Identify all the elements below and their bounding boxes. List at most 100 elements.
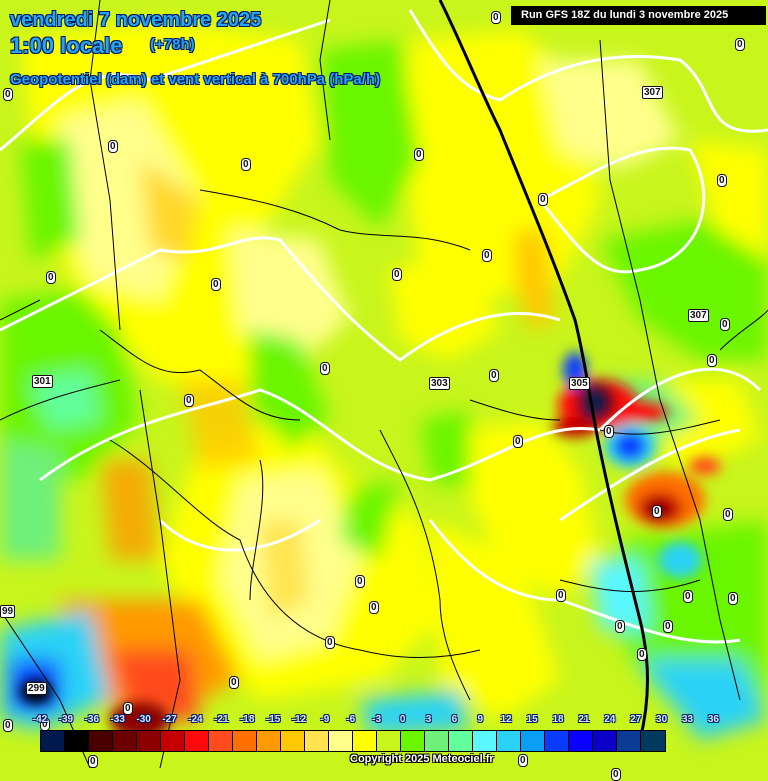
zero-contour-label: 0 <box>556 589 566 602</box>
zero-contour-label: 0 <box>518 754 528 767</box>
geopotential-label: 307 <box>642 86 663 99</box>
copyright-text: Copyright 2025 Meteociel.fr <box>350 753 494 765</box>
zero-contour-label: 0 <box>3 88 13 101</box>
forecast-lead-time: (+78h) <box>150 36 195 53</box>
zero-contour-label: 0 <box>241 158 251 171</box>
colorbar <box>40 730 666 752</box>
black-trough-line <box>438 0 649 741</box>
colorbar-tick-label: 12 <box>500 714 512 725</box>
zero-contour-label: 0 <box>735 38 745 51</box>
zero-contour-label: 0 <box>88 755 98 768</box>
colorbar-tick-label: -15 <box>265 714 281 725</box>
colorbar-swatch <box>137 731 161 751</box>
colorbar-swatch <box>161 731 185 751</box>
colorbar-tick-label: -39 <box>58 714 74 725</box>
zero-contour-label: 0 <box>229 676 239 689</box>
zero-contour-label: 0 <box>513 435 523 448</box>
geopotential-label: 299 <box>26 682 47 695</box>
zero-contour-label: 0 <box>482 249 492 262</box>
geopotential-label: 99 <box>0 605 16 618</box>
colorbar-tick-label: -12 <box>291 714 307 725</box>
zero-contour-label: 0 <box>211 278 221 291</box>
colorbar-swatch <box>353 731 377 751</box>
geopotential-label: 301 <box>32 375 53 388</box>
zero-contour-label: 0 <box>489 369 499 382</box>
colorbar-tick-label: 24 <box>604 714 616 725</box>
geopotential-label: 307 <box>688 309 709 322</box>
colorbar-tick-label: -42 <box>32 714 48 725</box>
colorbar-swatch <box>473 731 497 751</box>
zero-contour-label: 0 <box>611 768 621 781</box>
convective-cells <box>20 352 721 738</box>
geopotential-label: 305 <box>569 377 590 390</box>
zero-contour-label: 0 <box>615 620 625 633</box>
zero-contour-label: 0 <box>325 636 335 649</box>
colorbar-swatch <box>305 731 329 751</box>
zero-contour-label: 0 <box>108 140 118 153</box>
colorbar-swatch <box>209 731 233 751</box>
colorbar-swatch <box>65 731 89 751</box>
colorbar-tick-label: 3 <box>425 714 432 725</box>
colorbar-tick-label: 30 <box>656 714 668 725</box>
zero-contour-label: 0 <box>720 318 730 331</box>
colorbar-swatch <box>593 731 617 751</box>
colorbar-tick-label: 27 <box>630 714 642 725</box>
zero-contour-label: 0 <box>707 354 717 367</box>
zero-contour-label: 0 <box>46 271 56 284</box>
colorbar-swatch <box>329 731 353 751</box>
colorbar-swatch <box>449 731 473 751</box>
colorbar-tick-label: 21 <box>578 714 590 725</box>
colorbar-tick-label: 9 <box>477 714 484 725</box>
colorbar-swatch <box>89 731 113 751</box>
colorbar-tick-label: 36 <box>707 714 719 725</box>
zero-contour-label: 0 <box>604 425 614 438</box>
zero-contour-label: 0 <box>717 174 727 187</box>
zero-contour-label: 0 <box>320 362 330 375</box>
field-description: Geopotentiel (dam) et vent vertical à 70… <box>10 71 381 88</box>
colorbar-tick-label: -21 <box>214 714 229 725</box>
zero-contour-label: 0 <box>663 620 673 633</box>
zero-contour-label: 0 <box>538 193 548 206</box>
zero-contour-label: 0 <box>369 601 379 614</box>
colorbar-tick-label: -30 <box>136 714 151 725</box>
zero-contour-label: 0 <box>637 648 647 661</box>
colorbar-swatch <box>257 731 281 751</box>
colorbar-tick-label: -27 <box>162 714 177 725</box>
colorbar-tick-label: 0 <box>399 714 406 725</box>
colorbar-tick-label: -3 <box>372 714 382 725</box>
colorbar-tick-label: 15 <box>526 714 538 725</box>
vertical-velocity-field <box>0 20 768 740</box>
colorbar-tick-label: -24 <box>188 714 203 725</box>
colorbar-tick-label: 33 <box>681 714 694 725</box>
forecast-local-time: 1:00 locale <box>10 33 123 58</box>
colorbar-swatch <box>185 731 209 751</box>
model-run-banner: Run GFS 18Z du lundi 3 novembre 2025 <box>511 6 766 25</box>
colorbar-tick-label: 18 <box>552 714 564 725</box>
colorbar-swatch <box>425 731 449 751</box>
zero-contour-label: 0 <box>723 508 733 521</box>
colorbar-swatch <box>377 731 401 751</box>
colorbar-swatch <box>113 731 137 751</box>
zero-contour-label: 0 <box>392 268 402 281</box>
zero-contour-label: 0 <box>414 148 424 161</box>
colorbar-tick-label: -9 <box>320 714 330 725</box>
colorbar-swatch <box>233 731 257 751</box>
colorbar-tick-label: -33 <box>110 714 125 725</box>
colorbar-swatch <box>569 731 593 751</box>
zero-contour-label: 0 <box>683 590 693 603</box>
colorbar-tick-labels: -42 -39 -36 -33 -30 -27 -24 -21 -18 -15 -12 -9 -6 -3 0… <box>33 714 740 728</box>
colorbar-tick-label: -6 <box>346 714 356 725</box>
colorbar-swatch <box>401 731 425 751</box>
zero-contour-label: 0 <box>123 702 133 715</box>
zero-contour-label: 0 <box>184 394 194 407</box>
colorbar-tick-label: -18 <box>239 714 255 725</box>
zero-contour-label: 0 <box>491 11 501 24</box>
geopotential-label: 303 <box>429 377 450 390</box>
zero-contour-label: 0 <box>3 719 13 732</box>
forecast-date: vendredi 7 novembre 2025 <box>10 9 262 31</box>
colorbar-swatch <box>41 731 65 751</box>
colorbar-tick-label: -36 <box>84 714 100 725</box>
colorbar-swatch <box>617 731 641 751</box>
